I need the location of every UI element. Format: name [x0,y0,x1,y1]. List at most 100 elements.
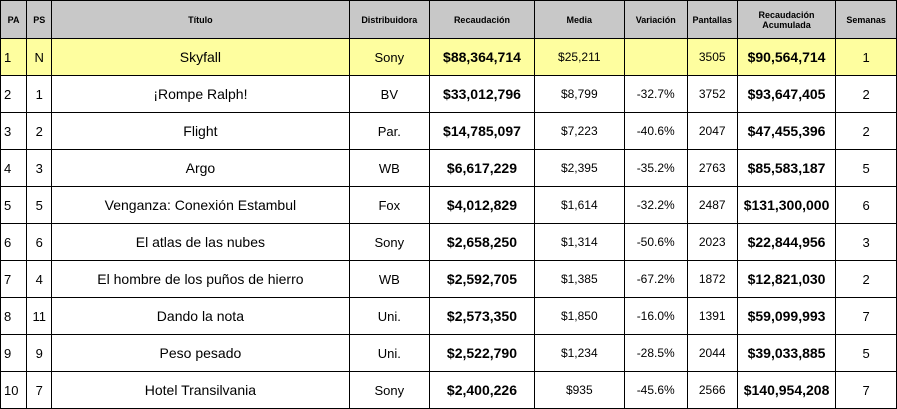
cell-change: -40.6% [623,112,688,150]
cell-distributor: BV [348,75,431,113]
cell-average: $1,234 [533,334,625,372]
header-screens: Pantallas [686,0,738,39]
cell-cumulative: $39,033,885 [736,334,837,372]
cell-pa: 4 [0,149,28,187]
table-row: 8 11 Dando la nota Uni. $2,573,350 $1,85… [0,297,897,335]
cell-ps: 4 [26,260,53,298]
cell-average: $1,850 [533,297,625,335]
cell-screens: 2023 [686,223,738,261]
cell-pa: 10 [0,371,28,409]
table-row: 9 9 Peso pesado Uni. $2,522,790 $1,234 -… [0,334,897,372]
header-change: Variación [623,0,688,39]
cell-distributor: Sony [348,38,431,76]
cell-gross: $33,012,796 [429,75,535,113]
cell-screens: 2047 [686,112,738,150]
cell-distributor: Sony [348,371,431,409]
cell-change [623,38,688,76]
cell-pa: 6 [0,223,28,261]
cell-weeks: 5 [835,149,897,187]
cell-distributor: Sony [348,223,431,261]
cell-ps: 9 [26,334,53,372]
table-row: 4 3 Argo WB $6,617,229 $2,395 -35.2% 276… [0,149,897,187]
cell-distributor: Uni. [348,297,431,335]
cell-change: -32.7% [623,75,688,113]
cell-weeks: 2 [835,112,897,150]
cell-pa: 1 [0,38,28,76]
cell-weeks: 5 [835,334,897,372]
cell-cumulative: $140,954,208 [736,371,837,409]
cell-gross: $4,012,829 [429,186,535,224]
table-row: 2 1 ¡Rompe Ralph! BV $33,012,796 $8,799 … [0,75,897,113]
cell-ps: 7 [26,371,53,409]
table-row: 7 4 El hombre de los puños de hierro WB … [0,260,897,298]
cell-average: $8,799 [533,75,625,113]
cell-title: Hotel Transilvania [51,371,350,409]
cell-title: ¡Rompe Ralph! [51,75,350,113]
cell-average: $7,223 [533,112,625,150]
cell-average: $2,395 [533,149,625,187]
cell-cumulative: $131,300,000 [736,186,837,224]
cell-weeks: 2 [835,260,897,298]
cell-screens: 1872 [686,260,738,298]
cell-pa: 3 [0,112,28,150]
cell-title: El hombre de los puños de hierro [51,260,350,298]
cell-title: Dando la nota [51,297,350,335]
cell-distributor: WB [348,149,431,187]
cell-gross: $2,522,790 [429,334,535,372]
cell-ps: 2 [26,112,53,150]
cell-cumulative: $59,099,993 [736,297,837,335]
cell-gross: $2,592,705 [429,260,535,298]
cell-gross: $2,400,226 [429,371,535,409]
header-gross: Recaudación [429,0,535,39]
cell-title: Argo [51,149,350,187]
cell-change: -32.2% [623,186,688,224]
cell-average: $1,614 [533,186,625,224]
cell-gross: $2,573,350 [429,297,535,335]
cell-weeks: 7 [835,371,897,409]
cell-gross: $88,364,714 [429,38,535,76]
cell-distributor: Par. [348,112,431,150]
cell-cumulative: $93,647,405 [736,75,837,113]
cell-cumulative: $22,844,956 [736,223,837,261]
header-title: Título [51,0,350,39]
cell-pa: 7 [0,260,28,298]
cell-ps: 3 [26,149,53,187]
cell-pa: 8 [0,297,28,335]
cell-change: -16.0% [623,297,688,335]
cell-cumulative: $85,583,187 [736,149,837,187]
cell-change: -28.5% [623,334,688,372]
cell-distributor: Uni. [348,334,431,372]
cell-cumulative: $12,821,030 [736,260,837,298]
table-body: 1 N Skyfall Sony $88,364,714 $25,211 350… [0,38,897,409]
cell-title: El atlas de las nubes [51,223,350,261]
cell-ps: N [26,38,53,76]
header-distributor: Distribuidora [348,0,431,39]
table-row: 1 N Skyfall Sony $88,364,714 $25,211 350… [0,38,897,76]
cell-change: -35.2% [623,149,688,187]
cell-average: $1,385 [533,260,625,298]
cell-weeks: 6 [835,186,897,224]
cell-change: -45.6% [623,371,688,409]
cell-ps: 11 [26,297,53,335]
cell-screens: 2487 [686,186,738,224]
cell-screens: 3505 [686,38,738,76]
cell-cumulative: $90,564,714 [736,38,837,76]
cell-average: $25,211 [533,38,625,76]
header-cumulative: Recaudación Acumulada [736,0,837,39]
cell-screens: 2044 [686,334,738,372]
table-row: 10 7 Hotel Transilvania Sony $2,400,226 … [0,371,897,409]
cell-pa: 2 [0,75,28,113]
cell-ps: 5 [26,186,53,224]
cell-average: $935 [533,371,625,409]
cell-weeks: 1 [835,38,897,76]
cell-pa: 9 [0,334,28,372]
cell-gross: $2,658,250 [429,223,535,261]
header-pa: PA [0,0,28,39]
header-ps: PS [26,0,53,39]
cell-distributor: Fox [348,186,431,224]
cell-distributor: WB [348,260,431,298]
table-row: 6 6 El atlas de las nubes Sony $2,658,25… [0,223,897,261]
table-row: 5 5 Venganza: Conexión Estambul Fox $4,0… [0,186,897,224]
header-row: PA PS Título Distribuidora Recaudación M… [0,0,897,39]
